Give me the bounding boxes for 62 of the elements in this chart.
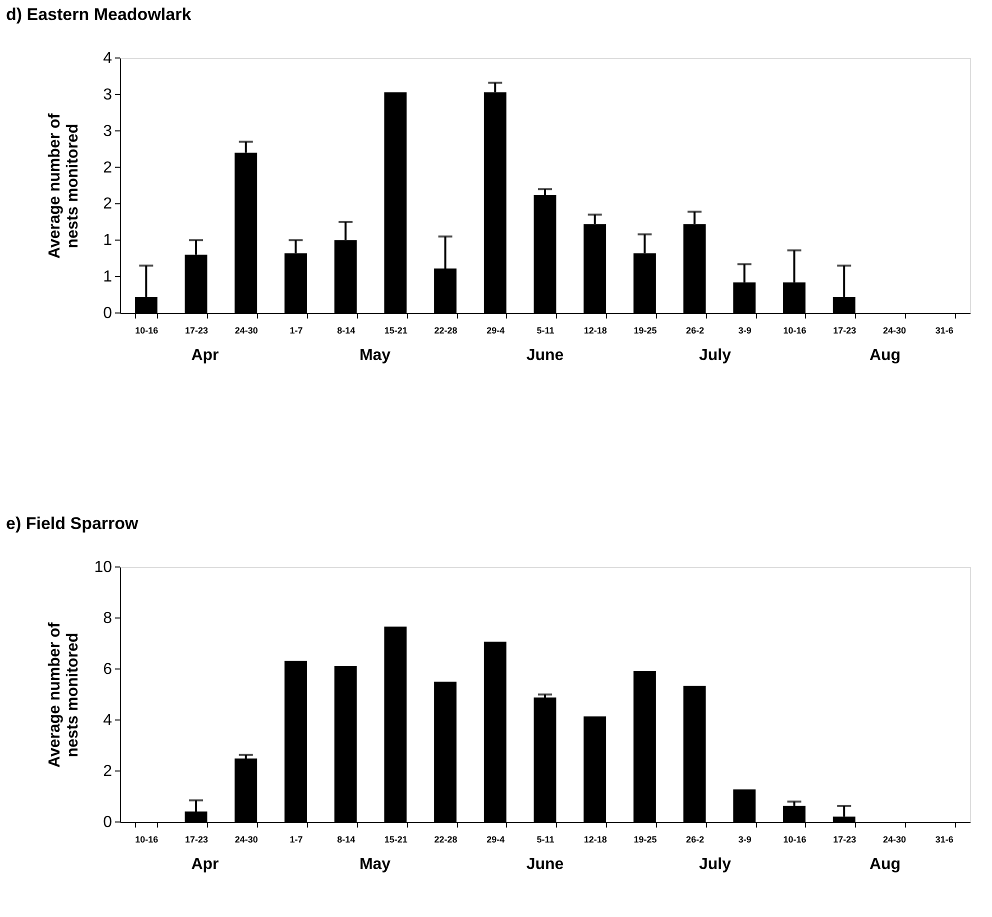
x-tick-label: 10-16 xyxy=(783,834,806,844)
x-tick-label: 17-23 xyxy=(833,326,856,336)
y-axis-title: Average number of nests monitored xyxy=(46,622,82,768)
x-tick-label: 3-9 xyxy=(738,326,752,336)
text: June xyxy=(526,856,564,873)
x-tick-label: 3-9 xyxy=(738,834,752,844)
text: Aug xyxy=(869,856,901,873)
x-tick-label: 1-7 xyxy=(290,326,303,336)
y-tick-label: 3 xyxy=(103,86,112,104)
x-tick-label: 29-4 xyxy=(486,834,505,844)
y-tick-label: 4 xyxy=(103,712,112,729)
y-tick-label: 6 xyxy=(103,661,112,678)
text: Aug xyxy=(869,347,901,364)
x-tick-label: 17-23 xyxy=(185,834,208,844)
x-tick-label: 24-30 xyxy=(882,834,906,844)
y-tick-label: 8 xyxy=(103,610,112,627)
x-tick-label: 24-30 xyxy=(882,326,906,336)
text: Apr xyxy=(191,856,219,873)
text: May xyxy=(359,856,391,873)
y-axis-title: Average number of nests monitored xyxy=(46,112,82,259)
x-tick-label: 29-4 xyxy=(486,326,505,336)
x-tick-label: 10-16 xyxy=(783,326,806,336)
y-tick-label: 2 xyxy=(103,196,112,213)
x-tick-label: 5-11 xyxy=(536,834,554,844)
chart-title: d) Eastern Meadowlark xyxy=(6,5,192,24)
x-tick-label: 22-28 xyxy=(434,834,458,844)
y-tick-label: 2 xyxy=(103,159,112,176)
chart-title: e) Field Sparrow xyxy=(6,514,140,533)
x-tick-label: 19-25 xyxy=(634,834,657,844)
y-tick-label: 2 xyxy=(103,763,112,780)
text: July xyxy=(698,347,732,364)
text: June xyxy=(526,347,564,364)
x-tick-label: 15-21 xyxy=(384,834,408,844)
x-tick-label: 12-18 xyxy=(584,834,607,844)
x-tick-label: 17-23 xyxy=(185,326,208,336)
x-tick-label: 19-25 xyxy=(634,326,657,336)
x-tick-label: 15-21 xyxy=(384,326,408,336)
x-tick-label: 31-6 xyxy=(935,834,954,844)
y-tick-label: 3 xyxy=(103,122,112,140)
y-tick-label: 0 xyxy=(103,305,112,322)
x-tick-label: 17-23 xyxy=(833,834,856,844)
y-tick-label: 4 xyxy=(103,50,112,67)
x-tick-label: 1-7 xyxy=(290,834,303,844)
x-tick-label: 12-18 xyxy=(584,326,607,336)
text: July xyxy=(698,856,732,873)
x-tick-label: 22-28 xyxy=(434,326,458,336)
x-tick-label: 24-30 xyxy=(234,834,258,844)
x-tick-label: 26-2 xyxy=(686,834,704,844)
x-tick-label: 10-16 xyxy=(135,326,158,336)
y-tick-label: 10 xyxy=(94,559,112,576)
x-tick-label: 8-14 xyxy=(337,834,356,844)
text: Apr xyxy=(191,347,219,364)
y-tick-label: 1 xyxy=(103,232,112,250)
y-tick-label: 0 xyxy=(103,814,112,831)
x-tick-label: 31-6 xyxy=(935,326,954,336)
y-tick-label: 1 xyxy=(103,268,112,286)
x-tick-label: 26-2 xyxy=(686,326,704,336)
x-tick-label: 10-16 xyxy=(135,834,158,844)
x-tick-label: 24-30 xyxy=(234,326,258,336)
x-tick-label: 8-14 xyxy=(337,326,356,336)
text: May xyxy=(359,347,391,364)
x-tick-label: 5-11 xyxy=(536,326,554,336)
